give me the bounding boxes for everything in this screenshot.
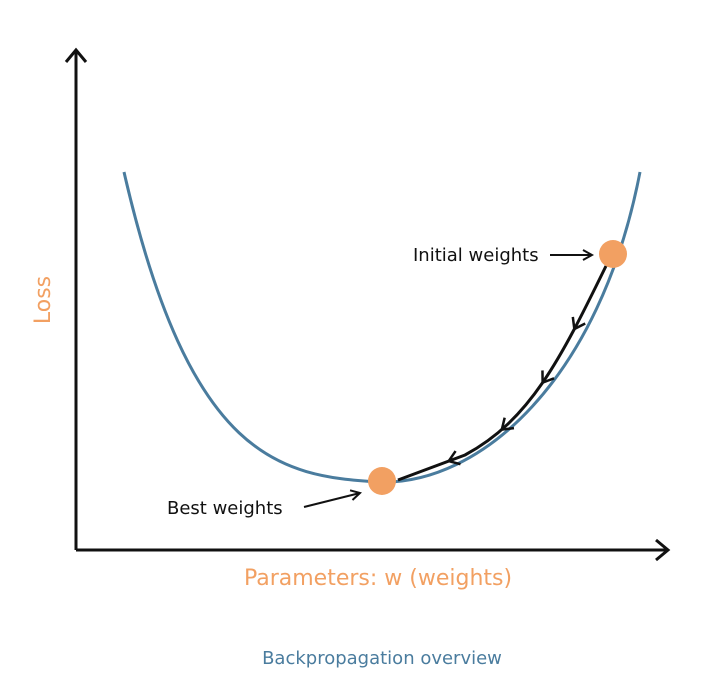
best-weights-pointer-arrow [303, 493, 360, 508]
x-axis-label: Parameters: w (weights) [244, 566, 512, 591]
gradient-descent-path [397, 265, 608, 482]
best-weights-label: Best weights [167, 498, 283, 519]
loss-curve [122, 171, 642, 484]
initial-weights-point [599, 240, 627, 268]
descent-step-arrowhead [500, 417, 515, 431]
x-axis-arrowhead [655, 538, 671, 562]
descent-step-arrowhead [446, 450, 461, 466]
descent-step-markers [446, 316, 586, 466]
y-axis-arrowhead [64, 47, 88, 63]
y-axis-label: Loss [31, 276, 56, 324]
initial-weights-label: Initial weights [413, 245, 539, 266]
figure-caption: Backpropagation overview [262, 648, 502, 669]
descent-step-arrowhead [541, 370, 555, 385]
best-weights-point [368, 467, 396, 495]
descent-step-arrowhead [571, 316, 586, 331]
